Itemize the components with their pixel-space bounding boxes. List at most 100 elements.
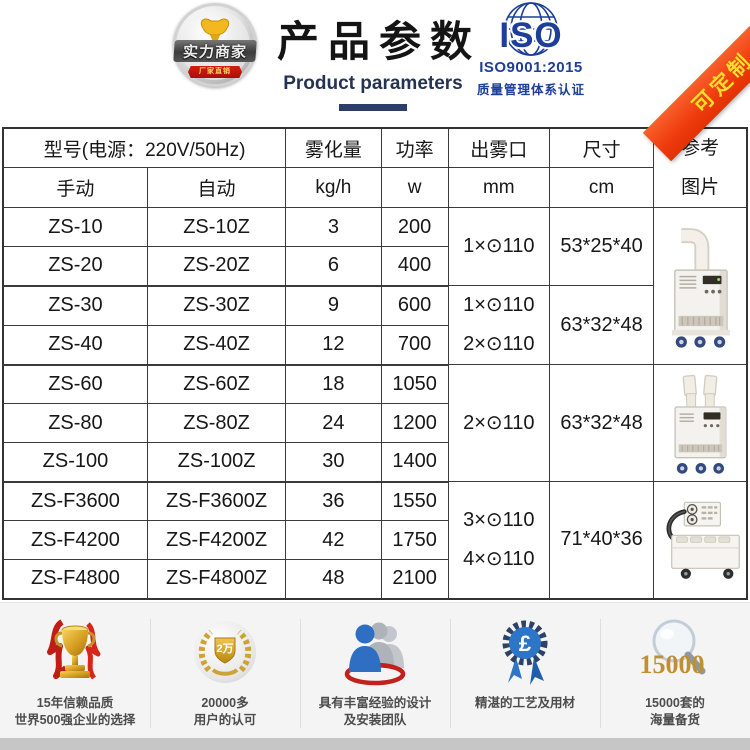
- watt-cell: 600: [380, 285, 449, 326]
- footer-text: 精湛的工艺及用材: [474, 696, 575, 710]
- watt-cell: 1550: [380, 481, 449, 521]
- footer-text: 15000套的: [645, 696, 705, 710]
- magnifier-icon: 15000: [600, 613, 750, 695]
- model-auto-cell: ZS-40Z: [146, 324, 287, 366]
- spec-table: 型号(电源：220V/50Hz) 雾化量 功率 出雾口 尺寸 参考 图片 手动 …: [2, 127, 748, 600]
- model-auto-cell: ZS-30Z: [146, 285, 287, 326]
- page-title: 产品参数: [277, 18, 482, 65]
- team-icon: [300, 613, 450, 695]
- model-manual-cell: ZS-80: [2, 403, 148, 443]
- footer-text: 用户的认可: [193, 713, 257, 727]
- watt-cell: 1200: [380, 403, 449, 443]
- mist-machine-double-pipe-icon: [674, 374, 727, 474]
- model-power-header: 型号(电源：220V/50Hz): [2, 127, 287, 169]
- svg-text:£: £: [519, 631, 532, 656]
- table-row: ZS-10 ZS-10Z 3 200 1×⊙110 53*25*40: [2, 207, 748, 365]
- trophy-icon: [0, 613, 150, 695]
- globe-icon: [504, 2, 558, 56]
- brand-name: 实力商家: [173, 40, 257, 62]
- model-auto-cell: ZS-20Z: [146, 246, 287, 287]
- watt-cell: 2100: [380, 559, 449, 599]
- svg-text:15000: 15000: [640, 650, 705, 679]
- table-row: ZS-F4200 ZS-F4200Z 42 1750: [2, 520, 747, 560]
- kgh-cell: 24: [285, 403, 382, 443]
- model-manual-cell: ZS-10: [2, 207, 148, 247]
- watt-cell: 700: [380, 324, 449, 366]
- size-group-cell: 53*25*40: [548, 207, 655, 286]
- auto-subheader: 自动: [146, 167, 287, 208]
- mist-machine-single-pipe-icon: [672, 228, 730, 348]
- table-row: ZS-40 ZS-40Z 12 700: [2, 324, 747, 366]
- outlet-group-cell: 2×⊙110: [447, 364, 550, 482]
- model-manual-cell: ZS-40: [2, 324, 148, 366]
- header: 实力商家 厂家直销 产品参数 Product parameters ISO: [0, 0, 750, 162]
- table-row: ZS-80 ZS-80Z 24 1200: [2, 403, 747, 443]
- outlet-header: 出雾口: [447, 127, 550, 169]
- kgh-cell: 9: [285, 285, 382, 326]
- footer-item-users: 2万 20000多 用户的认可: [150, 603, 300, 738]
- kgh-cell: 36: [285, 481, 382, 521]
- header-row-2: 手动 自动 kg/h w mm cm: [2, 167, 747, 208]
- watt-cell: 400: [380, 246, 449, 287]
- power-header: 功率: [380, 127, 449, 169]
- size-group-cell: 71*40*36: [548, 481, 655, 599]
- medal-icon: 2万: [150, 613, 300, 695]
- atomization-unit: kg/h: [285, 167, 382, 208]
- bottom-bar: [0, 738, 750, 750]
- footer-item-craft: £ 精湛的工艺及用材: [450, 603, 600, 738]
- table-row: ZS-30 ZS-30Z 9 600 1×⊙110 2×⊙110 63*32*4…: [2, 285, 747, 365]
- model-manual-cell: ZS-F3600: [2, 481, 148, 521]
- page-subtitle: Product parameters: [283, 73, 463, 94]
- table-row: ZS-F3600 ZS-F3600Z 36 1550 3×⊙110 4×⊙110…: [2, 481, 748, 599]
- footer-badges: 15年信赖品质 世界500强企业的选择: [0, 602, 750, 738]
- title-block: 产品参数 Product parameters: [268, 8, 478, 111]
- title-underline: [339, 104, 407, 111]
- watt-cell: 1750: [380, 520, 449, 560]
- svg-text:2万: 2万: [216, 642, 233, 655]
- header-row-1: 型号(电源：220V/50Hz) 雾化量 功率 出雾口 尺寸 参考 图片: [2, 127, 748, 208]
- watt-cell: 200: [380, 207, 449, 247]
- iso-certification: ISO ISO9001:2015 质量管理体系认证: [473, 0, 589, 98]
- model-auto-cell: ZS-F4800Z: [146, 559, 287, 599]
- mist-machine-industrial-icon: [666, 501, 740, 579]
- footer-item-quality: 15年信赖品质 世界500强企业的选择: [0, 603, 150, 738]
- model-auto-cell: ZS-60Z: [146, 364, 287, 404]
- power-unit: w: [380, 167, 449, 208]
- iso-word: ISO: [499, 16, 563, 55]
- size-unit: cm: [548, 167, 655, 208]
- outlet-group-cell: 1×⊙110 2×⊙110: [447, 285, 550, 365]
- kgh-cell: 48: [285, 559, 382, 599]
- brand-badge-inner: 实力商家 厂家直销: [173, 10, 257, 80]
- atomization-header: 雾化量: [285, 127, 382, 169]
- brand-ribbon: 厂家直销: [188, 66, 242, 78]
- model-auto-cell: ZS-10Z: [146, 207, 287, 247]
- brand-badge: 实力商家 厂家直销: [173, 3, 257, 87]
- quality-badge-icon: £: [450, 613, 600, 695]
- footer-item-stock: 15000 15000套的 海量备货: [600, 603, 750, 738]
- model-manual-cell: ZS-20: [2, 246, 148, 287]
- model-manual-cell: ZS-F4200: [2, 520, 148, 560]
- model-auto-cell: ZS-80Z: [146, 403, 287, 443]
- size-header: 尺寸: [548, 127, 655, 169]
- kgh-cell: 12: [285, 324, 382, 366]
- footer-text: 及安装团队: [343, 713, 407, 727]
- outlet-group-cell: 1×⊙110: [447, 207, 550, 286]
- watt-cell: 1400: [380, 442, 449, 483]
- model-auto-cell: ZS-F3600Z: [146, 481, 287, 521]
- footer-item-team: 具有丰富经验的设计 及安装团队: [300, 603, 450, 738]
- model-auto-cell: ZS-F4200Z: [146, 520, 287, 560]
- iso-cert-number: ISO9001:2015: [479, 59, 583, 76]
- kgh-cell: 6: [285, 246, 382, 287]
- model-auto-cell: ZS-100Z: [146, 442, 287, 483]
- bull-head-icon: [200, 18, 230, 42]
- table-row: ZS-20 ZS-20Z 6 400: [2, 246, 747, 287]
- outlet-group-cell: 3×⊙110 4×⊙110: [447, 481, 550, 599]
- table-row: ZS-60 ZS-60Z 18 1050 2×⊙110 63*32*48: [2, 364, 748, 482]
- footer-text: 世界500强企业的选择: [14, 713, 136, 727]
- model-manual-cell: ZS-60: [2, 364, 148, 404]
- kgh-cell: 42: [285, 520, 382, 560]
- size-group-cell: 63*32*48: [548, 285, 655, 365]
- model-manual-cell: ZS-100: [2, 442, 148, 483]
- model-manual-cell: ZS-F4800: [2, 559, 148, 599]
